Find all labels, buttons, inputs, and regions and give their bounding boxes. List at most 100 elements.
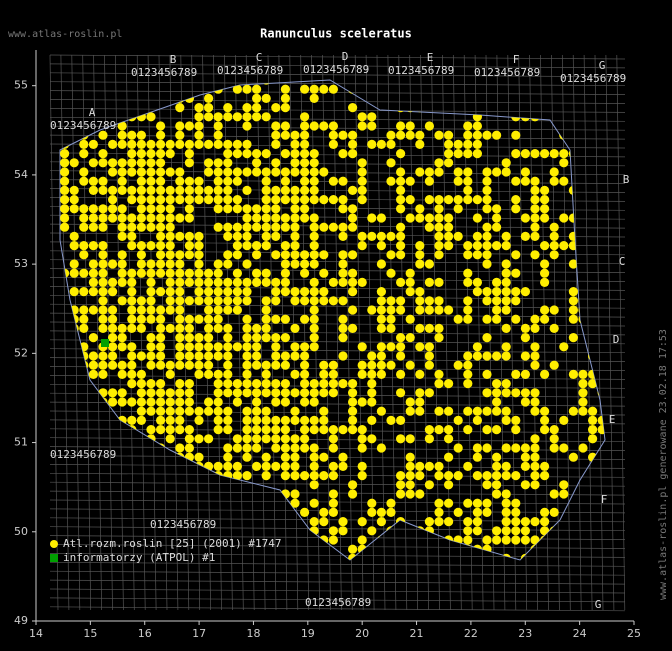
occurrence-dot	[136, 296, 146, 306]
occurrence-dot	[165, 185, 175, 195]
occurrence-dot	[98, 388, 108, 398]
occurrence-dot	[261, 167, 271, 177]
occurrence-dot	[156, 323, 166, 333]
occurrence-dot	[184, 158, 194, 168]
occurrence-dot	[252, 204, 262, 214]
occurrence-dot	[482, 369, 492, 379]
occurrence-dot	[261, 415, 271, 425]
occurrence-dot	[415, 93, 425, 103]
occurrence-dot	[175, 213, 185, 223]
occurrence-dot	[213, 121, 223, 131]
occurrence-dot	[271, 213, 281, 223]
occurrence-dot	[597, 231, 605, 241]
occurrence-dot	[482, 544, 492, 554]
occurrence-dot	[88, 471, 98, 481]
occurrence-dot	[444, 471, 454, 481]
occurrence-dot	[300, 296, 310, 306]
occurrence-dot	[549, 250, 559, 260]
grid-digits: 0123456789	[305, 596, 371, 609]
occurrence-dot	[482, 425, 492, 435]
occurrence-dot	[175, 250, 185, 260]
occurrence-dot	[568, 314, 579, 324]
occurrence-dot	[136, 241, 146, 251]
occurrence-dot	[136, 139, 146, 149]
occurrence-dot	[492, 84, 502, 94]
occurrence-dot	[386, 158, 396, 168]
occurrence-dot	[242, 379, 252, 389]
occurrence-dot	[69, 84, 79, 94]
grid-line	[49, 606, 626, 612]
occurrence-dot	[156, 268, 166, 278]
occurrence-dot	[309, 471, 319, 481]
occurrence-dot	[492, 103, 502, 113]
occurrence-dot	[117, 296, 127, 306]
occurrence-dot	[165, 323, 175, 333]
occurrence-dot	[415, 369, 425, 379]
occurrence-dot	[117, 369, 127, 379]
occurrence-dot	[60, 176, 70, 186]
occurrence-dot	[165, 425, 175, 435]
occurrence-dot	[146, 149, 156, 159]
occurrence-dot	[511, 176, 521, 186]
occurrence-dot	[271, 563, 280, 572]
occurrence-dot	[136, 369, 146, 379]
occurrence-dot	[146, 158, 156, 168]
occurrence-dot	[280, 84, 290, 94]
occurrence-dot	[482, 388, 492, 398]
occurrence-dot	[434, 250, 444, 260]
occurrence-dot	[472, 231, 482, 241]
occurrence-dot	[290, 287, 300, 297]
occurrence-dot	[309, 259, 319, 269]
occurrence-dot	[501, 471, 511, 481]
occurrence-dot	[242, 112, 252, 122]
occurrence-dot	[415, 461, 425, 471]
occurrence-dot	[444, 158, 454, 168]
occurrence-dot	[117, 84, 127, 94]
occurrence-dot	[261, 176, 271, 186]
occurrence-dot	[69, 185, 79, 195]
occurrence-dot	[117, 103, 127, 113]
occurrence-dot	[444, 498, 454, 508]
occurrence-dot	[204, 323, 214, 333]
occurrence-dot	[136, 158, 146, 168]
occurrence-dot	[271, 167, 281, 177]
grid-column: B	[170, 53, 177, 66]
occurrence-dot	[156, 250, 166, 260]
occurrence-dot	[280, 103, 290, 113]
occurrence-dot	[242, 471, 252, 481]
occurrence-dot	[549, 443, 559, 453]
occurrence-dot	[60, 388, 70, 398]
occurrence-dot	[530, 231, 540, 241]
occurrence-dot	[338, 130, 348, 140]
occurrence-dot	[424, 342, 434, 352]
occurrence-dot	[252, 84, 262, 94]
occurrence-dot	[482, 185, 492, 195]
occurrence-dot	[108, 388, 118, 398]
occurrence-dot	[511, 498, 521, 508]
occurrence-dot	[271, 434, 281, 444]
occurrence-dot	[98, 305, 108, 315]
occurrence-dot	[578, 397, 588, 407]
occurrence-dot	[501, 277, 511, 287]
grid-line	[104, 54, 113, 611]
occurrence-dot	[280, 93, 290, 103]
occurrence-dot	[405, 471, 415, 481]
occurrence-dot	[520, 351, 531, 361]
occurrence-dot	[376, 139, 386, 149]
occurrence-dot	[386, 176, 396, 186]
occurrence-dot	[136, 305, 146, 315]
occurrence-dot	[146, 112, 156, 122]
occurrence-dot	[300, 176, 310, 186]
occurrence-dot	[386, 360, 396, 370]
occurrence-dot	[540, 241, 550, 251]
map-title: Ranunculus sceleratus	[260, 27, 412, 41]
occurrence-dot	[165, 167, 175, 177]
occurrence-dot	[127, 93, 137, 103]
occurrence-dot	[300, 121, 310, 131]
occurrence-dot	[261, 185, 271, 195]
y-tick-label: 55	[14, 79, 28, 92]
occurrence-dot	[88, 480, 98, 490]
occurrence-dot	[261, 222, 271, 232]
occurrence-dot	[79, 425, 89, 435]
occurrence-dot	[396, 222, 406, 232]
